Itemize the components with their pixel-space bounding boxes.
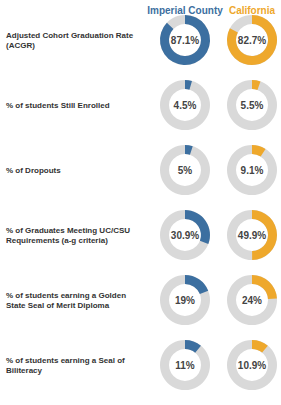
svg-text:30.9%: 30.9% — [171, 230, 199, 241]
svg-text:10.9%: 10.9% — [238, 360, 266, 371]
svg-text:9.1%: 9.1% — [241, 165, 264, 176]
svg-text:(ACGR): (ACGR) — [6, 41, 35, 50]
svg-text:5%: 5% — [178, 165, 193, 176]
svg-text:82.7%: 82.7% — [238, 35, 266, 46]
svg-text:% of students earning a Golden: % of students earning a Golden — [6, 291, 128, 300]
svg-text:State Seal of Merit Diploma: State Seal of Merit Diploma — [6, 301, 110, 310]
svg-text:87.1%: 87.1% — [171, 35, 199, 46]
svg-text:Imperial County: Imperial County — [147, 5, 223, 16]
svg-text:11%: 11% — [175, 360, 195, 371]
svg-text:19%: 19% — [175, 295, 195, 306]
svg-text:% of students earning a Seal o: % of students earning a Seal of — [6, 356, 127, 365]
svg-text:% of students Still Enrolled: % of students Still Enrolled — [6, 101, 110, 110]
svg-text:% of Dropouts: % of Dropouts — [6, 166, 61, 175]
svg-text:Requirements (a-g criteria): Requirements (a-g criteria) — [6, 236, 108, 245]
svg-text:4.5%: 4.5% — [174, 100, 197, 111]
svg-text:24%: 24% — [242, 295, 262, 306]
svg-text:Adjusted Cohort Graduation Rat: Adjusted Cohort Graduation Rate — [6, 31, 135, 40]
svg-text:% of Graduates Meeting UC/CSU: % of Graduates Meeting UC/CSU — [6, 226, 132, 235]
svg-text:California: California — [229, 5, 276, 16]
svg-text:49.9%: 49.9% — [238, 230, 266, 241]
svg-text:Biliteracy: Biliteracy — [6, 366, 43, 375]
svg-text:5.5%: 5.5% — [241, 100, 264, 111]
